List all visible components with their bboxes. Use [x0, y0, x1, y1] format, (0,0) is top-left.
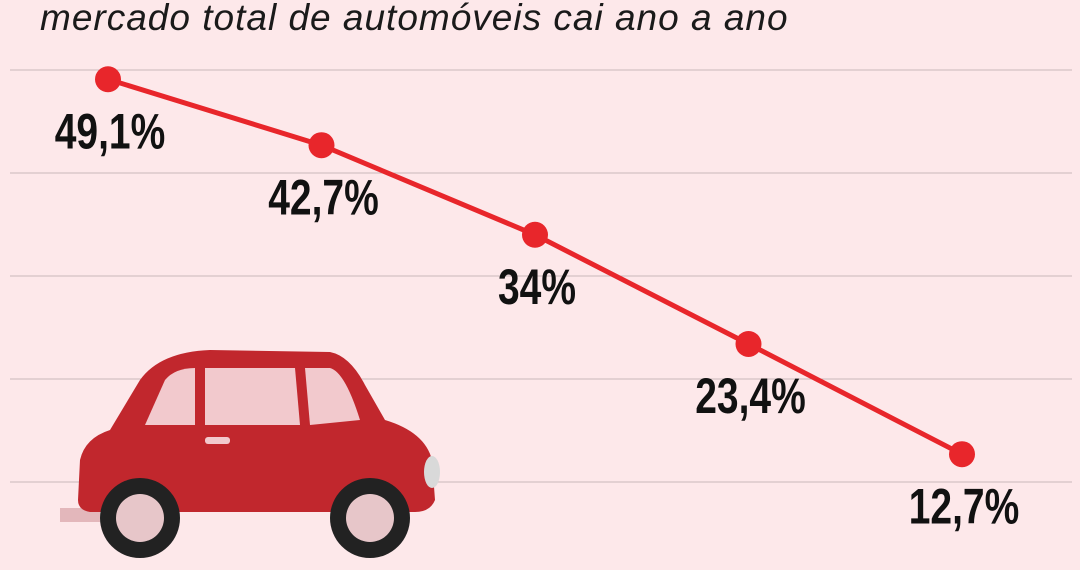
car-illustration [60, 350, 440, 558]
point [95, 66, 121, 93]
point [735, 330, 762, 357]
data-label: 42,7% [268, 169, 379, 226]
chart-title: mercado total de automóveis cai ano a an… [40, 0, 789, 38]
point [522, 221, 548, 248]
point [308, 132, 335, 159]
point [949, 441, 975, 468]
data-label: 49,1% [55, 103, 166, 160]
data-label: 34% [498, 258, 576, 315]
data-label: 23,4% [695, 367, 806, 424]
data-label: 12,7% [909, 478, 1020, 535]
